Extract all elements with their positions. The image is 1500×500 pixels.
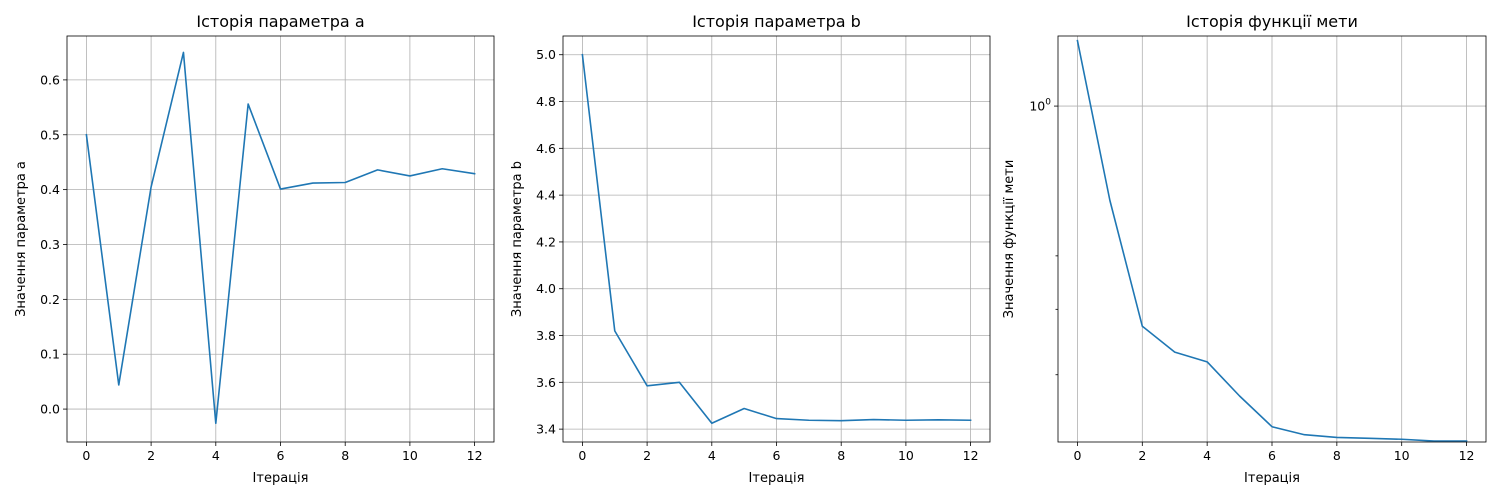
y-tick-label: 100 <box>1029 98 1051 114</box>
y-tick-label: 4.4 <box>536 188 556 203</box>
x-tick-label: 12 <box>963 448 979 463</box>
x-tick-label: 10 <box>402 448 418 463</box>
x-tick-label: 2 <box>147 448 155 463</box>
y-tick-label-base: 10 <box>1029 99 1045 114</box>
x-tick-label: 0 <box>578 448 586 463</box>
y-tick-label: 3.4 <box>536 422 556 437</box>
x-tick-label: 6 <box>773 448 781 463</box>
y-tick-label: 3.8 <box>536 328 556 343</box>
x-tick-label: 8 <box>1333 448 1341 463</box>
x-tick-label: 6 <box>277 448 285 463</box>
x-tick-label: 4 <box>708 448 716 463</box>
x-axis-label: Ітерація <box>1244 471 1300 486</box>
x-tick-label: 8 <box>341 448 349 463</box>
x-tick-label: 0 <box>82 448 90 463</box>
y-tick-label: 4.2 <box>536 234 556 249</box>
chart-title: Історія параметра a <box>196 12 364 31</box>
x-tick-label: 4 <box>212 448 220 463</box>
y-tick-label: 0.0 <box>40 402 60 417</box>
series-line-a <box>85 51 476 425</box>
x-tick-label: 2 <box>1138 448 1146 463</box>
y-axis-label: Значення функції мети <box>1002 160 1017 319</box>
x-tick-label: 12 <box>467 448 483 463</box>
y-tick-label: 4.0 <box>536 281 556 296</box>
x-tick-label: 6 <box>1268 448 1276 463</box>
y-tick-label: 0.6 <box>40 72 60 87</box>
x-tick-label: 12 <box>1459 448 1475 463</box>
y-axis-label: Значення параметра b <box>510 161 525 317</box>
x-tick-label: 10 <box>1394 448 1410 463</box>
y-tick-label: 0.5 <box>40 127 60 142</box>
y-tick-label: 0.3 <box>40 237 60 252</box>
chart-title: Історія параметра b <box>692 12 861 31</box>
y-tick-label: 3.6 <box>536 375 556 390</box>
x-tick-label: 4 <box>1203 448 1211 463</box>
y-tick-label: 0.4 <box>40 182 60 197</box>
x-axis-label: Ітерація <box>253 471 309 486</box>
y-tick-label: 4.6 <box>536 141 556 156</box>
y-tick-label-exponent: 0 <box>1045 98 1051 108</box>
y-tick-label: 5.0 <box>536 47 556 62</box>
x-tick-label: 10 <box>898 448 914 463</box>
x-tick-label: 2 <box>643 448 651 463</box>
series-line-objective <box>1076 39 1468 442</box>
x-axis-label: Ітерація <box>749 471 805 486</box>
y-axis-label: Значення параметра a <box>14 161 29 317</box>
chart-panel-parameter-b: 0 2 4 6 8 10 12 3.4 3.6 3.8 4.0 4.2 4.4 4.6 4.8 5.0 Істо… <box>510 12 991 486</box>
series-line-b <box>581 53 972 425</box>
y-tick-label: 0.1 <box>40 347 60 362</box>
chart-title: Історія функції мети <box>1186 12 1358 31</box>
chart-panel-parameter-a: 0 2 4 6 8 10 12 0.0 0.1 0.2 0.3 0.4 0.5 0.6 Історія па… <box>14 12 495 486</box>
y-tick-label: 4.8 <box>536 94 556 109</box>
x-tick-label: 0 <box>1073 448 1081 463</box>
x-tick-label: 8 <box>837 448 845 463</box>
y-tick-label: 0.2 <box>40 292 60 307</box>
